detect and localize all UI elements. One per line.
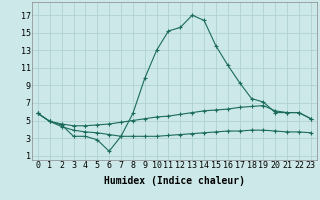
X-axis label: Humidex (Indice chaleur): Humidex (Indice chaleur) (104, 176, 245, 186)
